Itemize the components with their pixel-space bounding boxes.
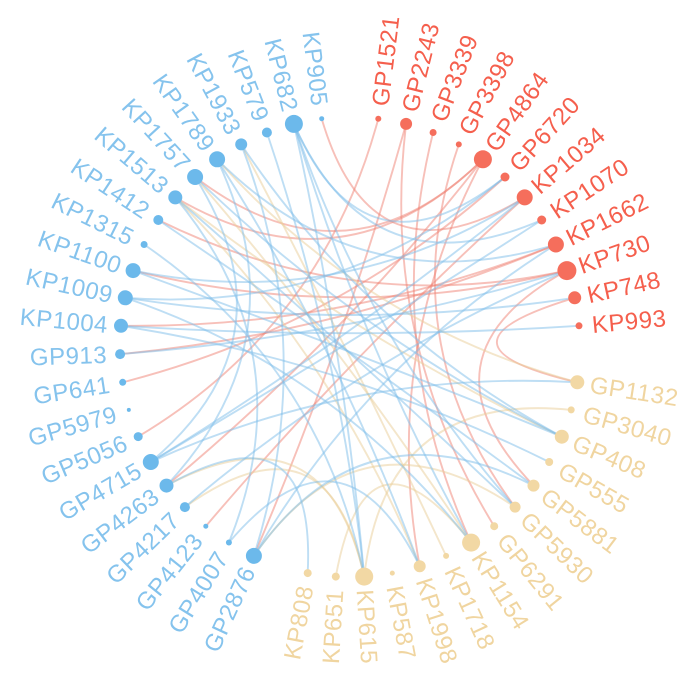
edge-KP682-GP6720 [292, 122, 506, 223]
label-GP913: GP913 [30, 342, 108, 371]
edge-GP4715-KP1070 [149, 219, 543, 463]
edge-GP6720-GP641 [121, 176, 506, 384]
label-KP993: KP993 [591, 305, 668, 339]
node-GP3398[interactable] [455, 141, 462, 148]
edge-GP4217-KP730 [183, 269, 568, 509]
edge-KP1034-KP905 [320, 117, 526, 231]
node-KP993[interactable] [575, 322, 583, 330]
node-GP4263[interactable] [159, 478, 174, 493]
node-KP1718[interactable] [443, 552, 450, 559]
edge-KP1009-KP1154 [124, 296, 473, 544]
labels-layer: GP1521GP2243GP3339GP3398GP4864GP6720KP10… [19, 14, 681, 667]
node-KP808[interactable] [303, 569, 312, 578]
edge-KP1933-GP408 [240, 143, 563, 438]
node-KP1662[interactable] [547, 236, 564, 253]
label-KP905: KP905 [297, 30, 333, 107]
label-KP808: KP808 [279, 584, 319, 662]
node-GP5979[interactable] [126, 407, 131, 412]
node-KP1154[interactable] [462, 533, 481, 552]
node-GP3040[interactable] [567, 406, 575, 414]
node-GP555[interactable] [545, 458, 554, 466]
node-KP1070[interactable] [537, 215, 547, 225]
label-KP1004: KP1004 [19, 304, 110, 339]
edge-KP682-KP1154 [292, 122, 473, 544]
edge-KP730-KP1100 [132, 269, 568, 299]
edge-GP2876-KP1933 [240, 143, 285, 557]
node-GP5881[interactable] [527, 479, 540, 492]
node-KP1513[interactable] [168, 190, 183, 205]
node-KP1004[interactable] [114, 318, 128, 333]
label-GP1521: GP1521 [367, 14, 405, 108]
edge-KP1789-KP1662 [216, 158, 557, 263]
node-GP2876[interactable] [245, 547, 262, 564]
node-KP1757[interactable] [187, 169, 204, 185]
edge-KP1154-KP1757 [194, 176, 473, 544]
node-KP1315[interactable] [140, 241, 148, 248]
edge-KP1009-KP748 [124, 296, 576, 316]
edge-KP1757-GP4715 [149, 176, 238, 463]
node-GP6291[interactable] [490, 522, 499, 531]
node-KP730[interactable] [557, 261, 577, 281]
node-KP1034[interactable] [516, 189, 533, 206]
edge-KP1412-GP5881 [157, 219, 535, 487]
node-GP4715[interactable] [142, 454, 159, 470]
node-KP905[interactable] [319, 116, 325, 122]
edge-GP3040-KP615 [363, 407, 573, 578]
node-KP1100[interactable] [125, 263, 141, 279]
node-GP4864[interactable] [473, 150, 492, 169]
edge-KP1513-GP4007 [174, 196, 259, 544]
nodes-layer [114, 114, 585, 586]
edge-GP2876-KP1662 [252, 243, 557, 557]
node-KP587[interactable] [389, 570, 395, 576]
node-KP682[interactable] [284, 114, 303, 133]
node-GP2243[interactable] [400, 117, 413, 130]
node-GP4217[interactable] [179, 502, 190, 513]
node-KP1789[interactable] [209, 151, 226, 168]
node-GP4007[interactable] [225, 539, 232, 546]
edge-GP4715-GP1132 [149, 379, 579, 463]
edge-KP1004-KP993 [120, 324, 580, 335]
node-KP748[interactable] [568, 291, 582, 305]
node-GP641[interactable] [119, 378, 127, 386]
edge-GP4007-KP1998 [227, 480, 421, 568]
node-KP1412[interactable] [153, 215, 164, 225]
node-KP651[interactable] [331, 572, 340, 581]
node-KP1998[interactable] [413, 560, 426, 573]
node-GP3339[interactable] [429, 129, 437, 136]
edge-GP4715-KP1034 [149, 196, 526, 463]
node-GP408[interactable] [554, 429, 569, 444]
edges-layer [119, 117, 580, 578]
node-GP1521[interactable] [375, 115, 382, 122]
node-GP4123[interactable] [203, 523, 209, 529]
node-GP913[interactable] [115, 349, 126, 360]
edge-GP3339-KP1154 [412, 131, 473, 544]
edge-KP730-KP1412 [157, 219, 568, 287]
edge-KP1662-KP1004 [120, 243, 557, 327]
edge-KP1315-KP615 [143, 243, 366, 578]
node-GP1132[interactable] [570, 375, 585, 390]
edge-KP730-GP5881 [478, 269, 568, 487]
node-KP579[interactable] [261, 127, 272, 138]
node-KP1933[interactable] [235, 138, 248, 151]
node-KP1009[interactable] [117, 290, 133, 306]
edge-KP615-GP4263 [165, 457, 366, 578]
edge-GP1521-GP5056 [137, 117, 380, 438]
node-GP5930[interactable] [509, 501, 521, 513]
node-GP6720[interactable] [500, 172, 510, 182]
edge-KP651-KP1154 [334, 483, 473, 578]
node-GP5056[interactable] [133, 432, 143, 442]
edge-KP1009-GP6720 [124, 176, 506, 301]
edge-GP1132-KP1789 [216, 158, 579, 384]
label-KP651: KP651 [318, 589, 350, 665]
edge-GP2876-GP5881 [252, 453, 535, 557]
edge-KP682-GP5930 [292, 122, 517, 509]
edge-GP913-KP730 [119, 269, 568, 356]
label-KP615: KP615 [351, 589, 383, 665]
edge-KP1789-KP1998 [216, 158, 421, 568]
node-KP615[interactable] [355, 567, 374, 586]
